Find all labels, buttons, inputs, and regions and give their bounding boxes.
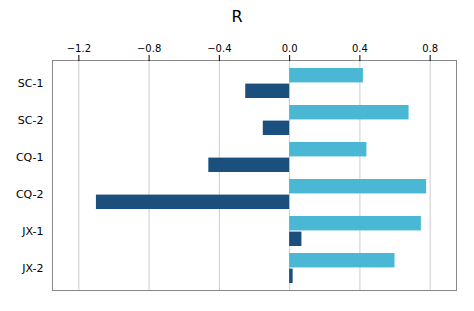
svg-text:SC-2: SC-2: [18, 114, 44, 127]
svg-text:−0.8: −0.8: [137, 43, 161, 54]
svg-text:JX-2: JX-2: [21, 262, 43, 275]
svg-text:0.8: 0.8: [422, 43, 438, 54]
svg-text:CQ-1: CQ-1: [16, 151, 44, 164]
svg-text:CQ-2: CQ-2: [16, 188, 44, 201]
svg-text:SC-1: SC-1: [18, 77, 44, 90]
svg-text:0.0: 0.0: [282, 43, 298, 54]
html-text:R: R: [231, 7, 243, 26]
svg-text:−0.4: −0.4: [207, 43, 231, 54]
svg-text:JX-1: JX-1: [21, 225, 43, 238]
svg-text:0.4: 0.4: [352, 43, 368, 54]
svg-text:−1.2: −1.2: [67, 43, 91, 54]
